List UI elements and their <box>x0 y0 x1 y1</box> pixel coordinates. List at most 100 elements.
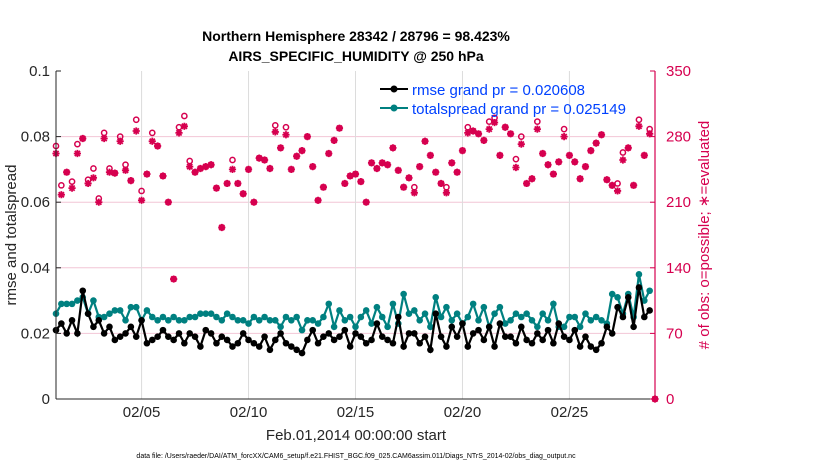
totalspread-point <box>405 310 413 318</box>
obs-possible-point <box>485 118 493 125</box>
totalspread-point <box>443 303 450 311</box>
rmse-point <box>394 313 402 321</box>
obs-evaluated-point <box>528 175 536 183</box>
totalspread-point <box>90 297 97 304</box>
totalspread-point <box>207 310 215 318</box>
rmse-point <box>320 333 327 340</box>
obs-possible-point <box>282 123 290 131</box>
obs-evaluated-point <box>619 156 627 164</box>
totalspread-point <box>534 323 541 331</box>
rmse-point <box>544 326 552 334</box>
rmse-point <box>229 343 236 350</box>
rmse-point <box>234 339 242 347</box>
rmse-point <box>411 330 418 337</box>
rmse-point <box>400 343 407 350</box>
obs-evaluated-point <box>175 129 183 137</box>
obs-evaluated-point <box>73 149 81 158</box>
rmse-point <box>336 333 343 340</box>
axis-ticks: 0 0.02 0.04 0.06 0.08 0.1 0 70 140 210 280 350 02/05… <box>21 63 691 421</box>
totalspread-point <box>411 307 418 314</box>
totalspread-point <box>293 313 300 321</box>
obs-evaluated-point <box>202 162 210 171</box>
obs-evaluated-point <box>421 137 429 145</box>
x-tick-label: 02/15 <box>337 404 375 421</box>
rmse-point <box>207 330 215 337</box>
totalspread-point <box>261 313 268 321</box>
obs-evaluated-point <box>351 170 360 178</box>
rmse-point <box>309 326 317 334</box>
obs-evaluated-point <box>234 179 242 188</box>
obs-evaluated-point <box>143 170 151 178</box>
obs-evaluated-point <box>581 162 590 171</box>
totalspread-point <box>314 320 322 327</box>
obs-possible-point <box>560 125 568 133</box>
totalspread-point <box>576 323 584 331</box>
totalspread-point <box>539 310 546 318</box>
rmse-point <box>357 333 365 340</box>
rmse-point <box>550 339 557 347</box>
totalspread-point <box>304 316 311 324</box>
obs-evaluated-point <box>159 172 167 180</box>
obs-evaluated-point <box>640 151 648 159</box>
rmse-point <box>384 336 391 344</box>
totalspread-point <box>427 323 434 331</box>
obs-evaluated-point <box>490 118 499 127</box>
totalspread-point <box>421 310 429 318</box>
rmse-point <box>608 330 616 337</box>
obs-possible-point <box>517 133 525 140</box>
totalspread-point <box>277 323 284 331</box>
totalspread-point <box>148 313 156 321</box>
totalspread-point <box>491 310 498 318</box>
totalspread-point <box>614 294 621 301</box>
totalspread-point <box>528 316 536 324</box>
totalspread-point <box>635 271 643 278</box>
totalspread-point <box>330 323 338 331</box>
totalspread-point <box>288 316 295 324</box>
totalspread-point <box>400 290 407 298</box>
rmse-point <box>378 333 386 340</box>
rmse-point <box>106 323 113 331</box>
totalspread-point <box>416 316 423 324</box>
y-tick-label: 0 <box>42 391 50 408</box>
totalspread-point <box>234 316 242 324</box>
obs-evaluated-point <box>603 176 611 184</box>
rmse-point <box>74 330 81 337</box>
totalspread-point <box>362 307 370 314</box>
obs-evaluated-point <box>383 161 392 169</box>
rmse-point <box>154 333 161 340</box>
obs-possible-point <box>90 165 97 172</box>
totalspread-point <box>218 316 226 324</box>
totalspread-point <box>368 320 375 327</box>
totalspread-point <box>501 320 509 327</box>
obs-evaluated-point <box>400 183 408 191</box>
totalspread-point <box>352 323 359 331</box>
rmse-point <box>646 307 653 314</box>
obs-evaluated-point <box>57 191 65 199</box>
totalspread-point <box>517 313 525 321</box>
obs-evaluated-point <box>121 166 130 174</box>
obs-evaluated-point <box>378 159 386 167</box>
totalspread-point <box>213 313 220 321</box>
obs-evaluated-point <box>298 147 306 155</box>
obs-evaluated-point <box>335 124 344 132</box>
rmse-point <box>475 326 482 334</box>
totalspread-point <box>378 313 386 321</box>
y-right-tick-label: 70 <box>666 325 683 342</box>
obs-evaluated-point <box>469 127 477 135</box>
rmse-point <box>469 330 477 337</box>
rmse-point <box>592 346 600 354</box>
rmse-point <box>261 333 268 340</box>
legend-rmse-label: rmse grand pr = 0.020608 <box>412 82 585 99</box>
rmse-point <box>293 346 300 354</box>
rmse-point <box>416 339 423 347</box>
totalspread-point <box>496 303 504 311</box>
rmse-point <box>266 346 274 354</box>
rmse-point <box>346 343 354 350</box>
obs-possible-point <box>132 116 140 124</box>
rmse-point <box>582 333 589 340</box>
obs-evaluated-point <box>442 189 451 197</box>
obs-evaluated-point <box>549 170 557 178</box>
obs-evaluated-point <box>587 147 595 155</box>
rmse-point <box>491 343 498 350</box>
obs-evaluated-point <box>416 162 424 171</box>
